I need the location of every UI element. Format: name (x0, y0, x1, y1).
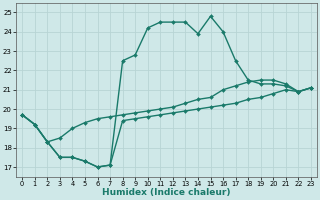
X-axis label: Humidex (Indice chaleur): Humidex (Indice chaleur) (102, 188, 231, 197)
